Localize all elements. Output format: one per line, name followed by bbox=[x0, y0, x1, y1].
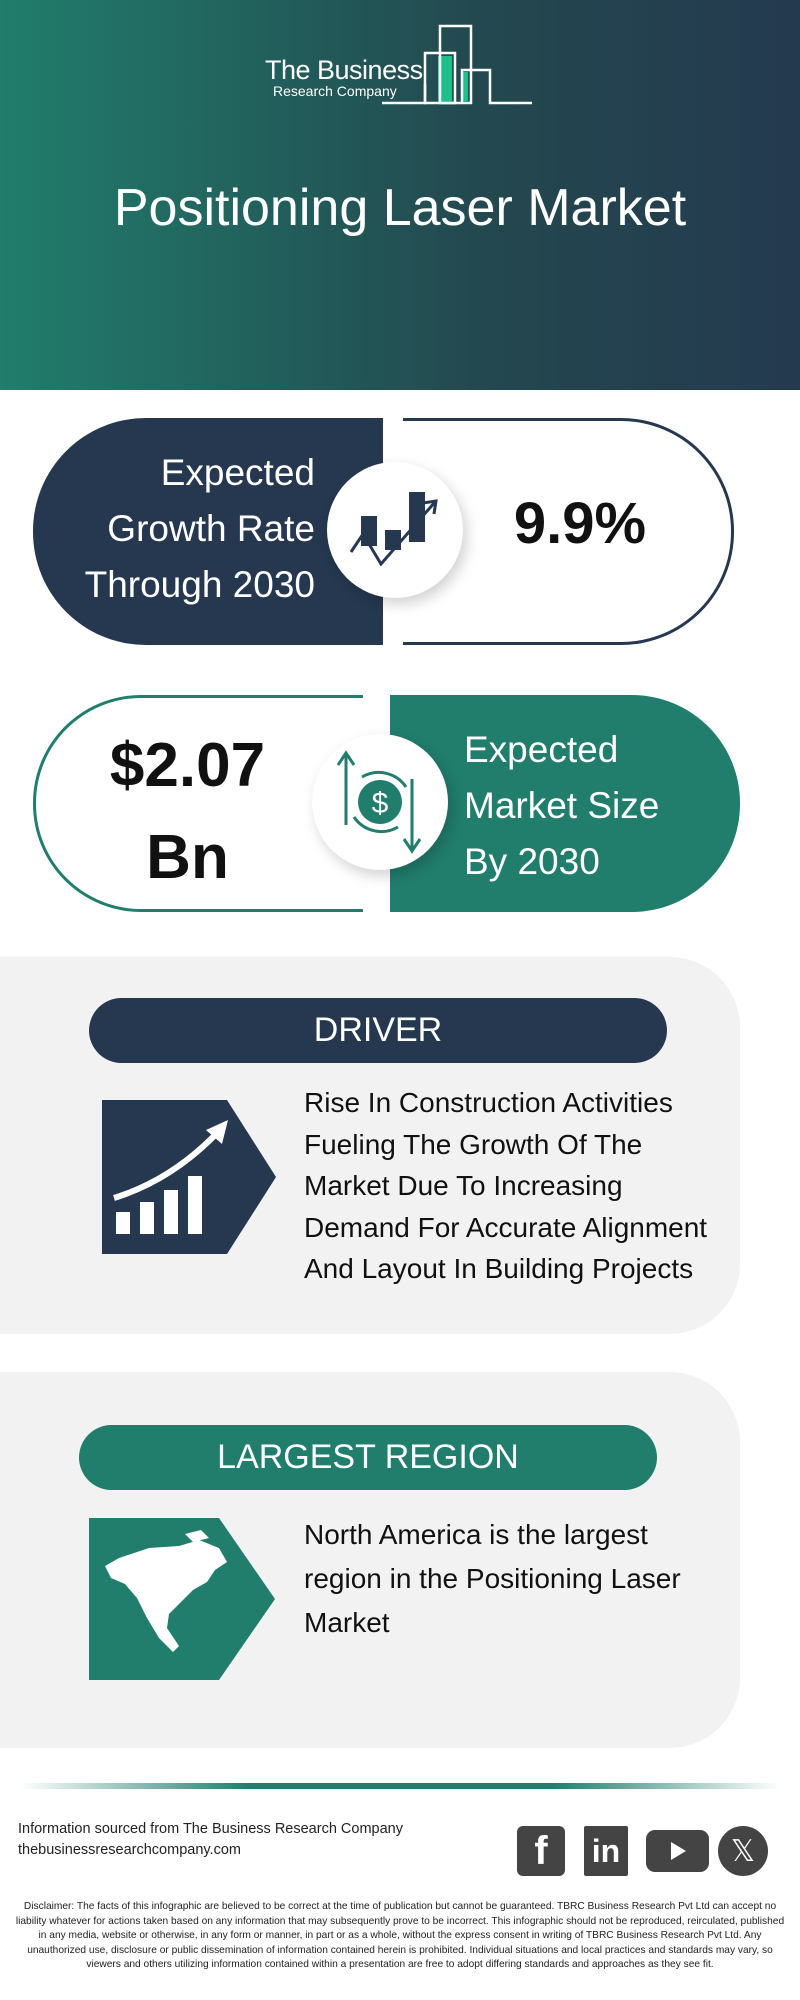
svg-text:$: $ bbox=[372, 787, 389, 820]
source-line: Information sourced from The Business Re… bbox=[18, 1821, 403, 1837]
x-icon[interactable]: 𝕏 bbox=[718, 1826, 768, 1876]
growth-label-line: Through 2030 bbox=[84, 564, 315, 605]
growth-icon-circle bbox=[327, 462, 463, 598]
driver-description: Rise In Construction Activities Fueling … bbox=[304, 1087, 708, 1284]
header-banner: The Business Research Company Positionin… bbox=[0, 0, 800, 390]
market-size-value: $2.07 Bn bbox=[50, 720, 325, 904]
market-label-line: Expected bbox=[464, 729, 619, 770]
logo-text: The Business bbox=[265, 55, 423, 85]
youtube-icon[interactable] bbox=[646, 1830, 709, 1872]
source-info: Information sourced from The Business Re… bbox=[18, 1819, 403, 1861]
logo-subtext: Research Company bbox=[273, 83, 397, 99]
rising-bars-icon bbox=[102, 1100, 276, 1254]
website-link[interactable]: thebusinessresearchcompany.com bbox=[18, 1842, 241, 1858]
linkedin-icon[interactable]: in bbox=[584, 1826, 628, 1876]
growth-label: Expected Growth Rate Through 2030 bbox=[40, 445, 315, 613]
driver-title: DRIVER bbox=[89, 998, 667, 1063]
growth-label-line: Expected bbox=[160, 452, 315, 493]
region-title: LARGEST REGION bbox=[79, 1425, 657, 1490]
logo-buildings-icon bbox=[382, 24, 532, 105]
market-label-panel bbox=[390, 695, 740, 912]
market-value-panel bbox=[33, 695, 363, 912]
facebook-icon[interactable]: f bbox=[517, 1826, 565, 1876]
growth-label-panel bbox=[33, 418, 383, 645]
market-value-line: Bn bbox=[146, 823, 229, 892]
page-title: Positioning Laser Market bbox=[113, 179, 687, 237]
footer-divider bbox=[20, 1783, 780, 1789]
market-size-label: Expected Market Size By 2030 bbox=[464, 722, 659, 890]
market-label-line: By 2030 bbox=[464, 841, 600, 882]
growth-value-panel bbox=[403, 418, 734, 645]
growth-chart-icon bbox=[349, 492, 438, 567]
region-description: North America is the largest region in t… bbox=[304, 1519, 681, 1638]
disclaimer: Disclaimer: The facts of this infographi… bbox=[15, 1901, 785, 1970]
market-label-line: Market Size bbox=[464, 785, 660, 826]
market-icon-circle: $ bbox=[312, 734, 448, 870]
growth-rate-value: 9.9% bbox=[513, 491, 647, 556]
growth-label-line: Growth Rate bbox=[107, 508, 315, 549]
north-america-map-icon bbox=[89, 1518, 275, 1680]
market-value-line: $2.07 bbox=[109, 731, 266, 800]
dollar-cycle-icon: $ bbox=[336, 750, 422, 854]
